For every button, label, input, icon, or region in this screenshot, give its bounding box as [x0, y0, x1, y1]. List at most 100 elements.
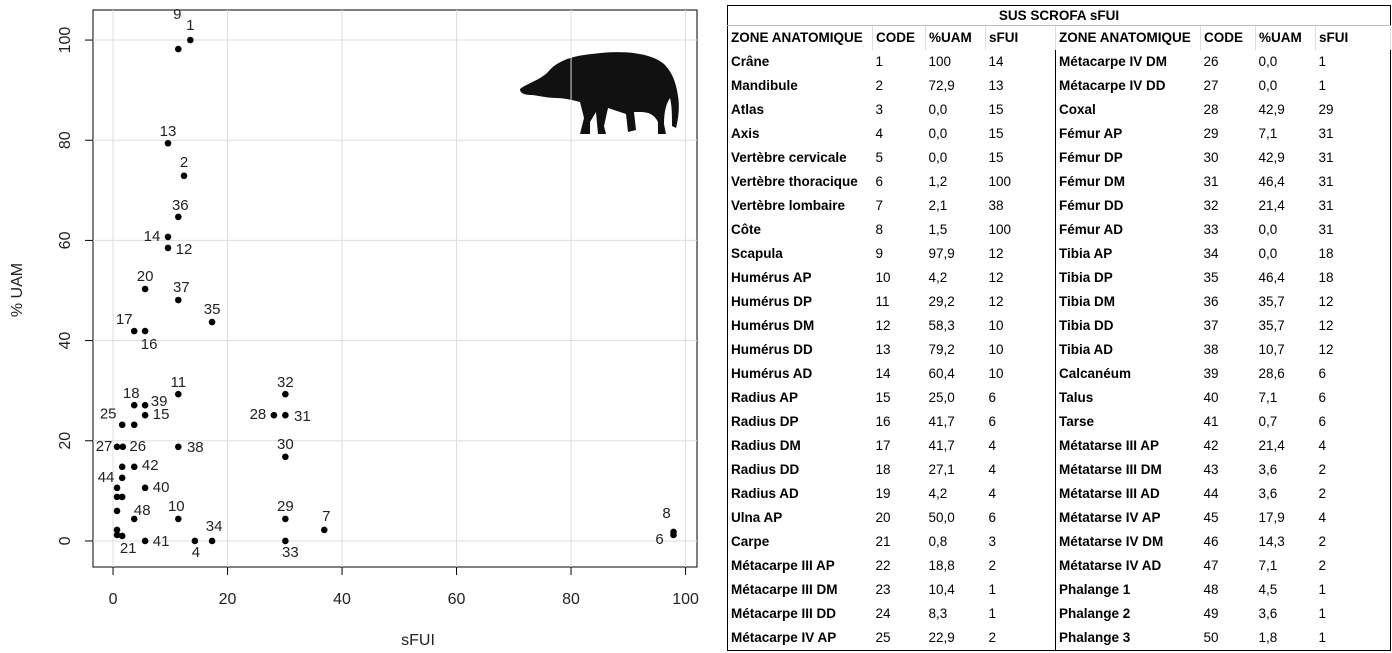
point-label: 11	[171, 374, 187, 391]
x-tick-label: 80	[562, 591, 580, 608]
table-cell: Fémur DP	[1055, 146, 1201, 170]
table-cell: 13	[875, 342, 891, 357]
y-tick-label: 100	[57, 27, 74, 54]
table-cell: 34	[1203, 246, 1219, 261]
table-cell: 58,3	[928, 318, 955, 333]
point-label: 44	[98, 469, 115, 486]
table-cell: Vertèbre thoracique	[731, 174, 858, 189]
table-cell: 5	[875, 150, 884, 165]
point	[175, 213, 182, 221]
table-cell: 4,2	[928, 486, 948, 501]
table-cell: 29	[1318, 102, 1334, 117]
table-row: Atlas 3 0,0 15 Coxal 28 42,9 29	[728, 98, 1391, 122]
point	[270, 411, 278, 419]
table-row: Radius DD 18 27,1 4 Métatarse III DM 43 3,6 2	[728, 458, 1391, 482]
header-cell: CODE	[872, 25, 926, 50]
point-label: 15	[153, 406, 170, 423]
table-cell: 12	[1318, 318, 1334, 333]
table-cell: 22,9	[928, 630, 955, 645]
table-cell: 1	[1318, 630, 1327, 645]
table-cell: 6	[988, 510, 997, 525]
table-cell: 79,2	[928, 342, 955, 357]
table-cell: 43	[1203, 462, 1219, 477]
table-cell: Métatarse III AP	[1055, 434, 1201, 458]
table-cell: 14,3	[1258, 534, 1285, 549]
table-cell: Métacarpe IV AP	[731, 630, 837, 645]
table-row: Carpe 21 0,8 3 Métatarse IV DM 46 14,3 2	[728, 530, 1391, 554]
table-row: Scapula 9 97,9 12 Tibia AP 34 0,0 18	[728, 242, 1391, 266]
table-cell: 4,2	[928, 270, 948, 285]
table-row: Radius AP 15 25,0 6 Talus 40 7,1 6	[728, 386, 1391, 410]
point-label: 48	[134, 502, 151, 519]
title-row: SUS SCROFA sFUI	[727, 5, 1391, 26]
table-cell: 3,6	[1258, 606, 1278, 621]
table-cell: 26	[1203, 54, 1219, 69]
table-cell: 20	[875, 510, 891, 525]
table-cell: Tibia DM	[1055, 290, 1201, 314]
table-row: Vertèbre lombaire 7 2,1 38 Fémur DD 32 21,4 31	[728, 194, 1391, 218]
table-cell: 47	[1203, 558, 1219, 573]
table-cell: 7,1	[1258, 126, 1278, 141]
point	[113, 443, 121, 451]
point	[282, 515, 289, 523]
table-cell: 16	[875, 414, 891, 429]
point-label: 26	[129, 438, 146, 455]
table-cell: Radius AD	[731, 486, 799, 501]
table-cell: 39	[1203, 366, 1219, 381]
point-label: 29	[277, 498, 294, 515]
table-cell: 0,8	[928, 534, 948, 549]
header-cell: %UAM	[1255, 25, 1316, 50]
table-cell: 0,7	[1258, 414, 1278, 429]
table-cell: Radius DM	[731, 438, 801, 453]
x-tick-label: 0	[109, 591, 118, 608]
point	[118, 463, 126, 471]
table-cell: 14	[875, 366, 891, 381]
table-cell: Côte	[731, 222, 761, 237]
point-label: 35	[204, 301, 221, 318]
table-cell: Tibia AD	[1055, 338, 1201, 362]
table-cell: 1	[988, 606, 997, 621]
table-cell: 10,4	[928, 582, 955, 597]
table-cell: 1,8	[1258, 630, 1278, 645]
point	[113, 493, 121, 501]
point	[113, 526, 121, 534]
table-cell: 12	[875, 318, 891, 333]
table-cell: 2	[988, 630, 997, 645]
table-cell: Radius DP	[731, 414, 799, 429]
table-cell: Ulna AP	[731, 510, 783, 525]
table-cell: Humérus DP	[731, 294, 813, 309]
table-cell: Tarse	[1055, 410, 1201, 434]
table-cell: 15	[988, 150, 1004, 165]
table-cell: 10	[988, 366, 1004, 381]
table-cell: 42	[1203, 438, 1219, 453]
table-cell: Métatarse IV AP	[1055, 506, 1201, 530]
table-cell: Métatarse IV AD	[1055, 554, 1201, 578]
table-cell: 32	[1203, 198, 1219, 213]
table-body: SUS SCROFA sFUI ZONE ANATOMIQUE CODE %UAM s…	[727, 5, 1392, 651]
table-cell: 1	[1318, 78, 1327, 93]
table-cell: 28	[1203, 102, 1219, 117]
point-label: 25	[100, 406, 117, 423]
table-cell: 33	[1203, 222, 1219, 237]
table-cell: 6	[1318, 414, 1327, 429]
table-cell: 2	[875, 78, 884, 93]
table-row: Humérus DM 12 58,3 10 Tibia DD 37 35,7 12	[728, 314, 1391, 338]
point	[191, 537, 199, 545]
table-row: Métacarpe III AP 22 18,8 2 Métatarse IV AD 47…	[728, 554, 1391, 578]
table-row: Ulna AP 20 50,0 6 Métatarse IV AP 45 17,9 4	[728, 506, 1391, 530]
point-label: 36	[172, 197, 189, 214]
point	[130, 463, 138, 471]
table-row: Humérus AP 10 4,2 12 Tibia DP 35 46,4 18	[728, 266, 1391, 290]
table-cell: Phalange 2	[1055, 602, 1201, 626]
table-row: Humérus DD 13 79,2 10 Tibia AD 38 10,7 12	[728, 338, 1391, 362]
table-cell: 18	[1318, 270, 1334, 285]
table-cell: Fémur AP	[1055, 122, 1201, 146]
point	[141, 401, 149, 409]
table-cell: Métatarse III AD	[1055, 482, 1201, 506]
table-cell: 35,7	[1258, 294, 1285, 309]
table-cell: 7	[875, 198, 884, 213]
table-cell: 2	[1318, 462, 1327, 477]
table-cell: 72,9	[928, 78, 955, 93]
point-label: 9	[173, 6, 181, 23]
table-cell: 25,0	[928, 390, 955, 405]
